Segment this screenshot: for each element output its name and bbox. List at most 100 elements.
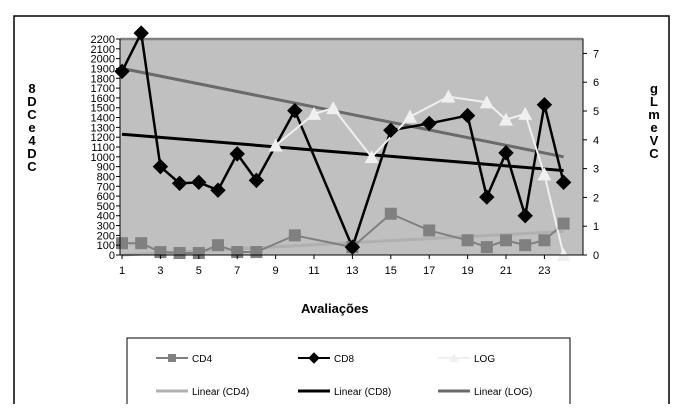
y-left-tick-label: 800 [97,171,115,183]
x-tick-label: 21 [500,265,512,277]
y-left-tick-label: 0 [109,250,115,262]
data-point-log [307,106,321,120]
data-point-cd8 [171,175,188,192]
x-tick-label: 17 [423,265,435,277]
y-left-tick-label: 1900 [91,63,115,75]
y-left-tick-label: 600 [97,191,115,203]
y-left-tick-label: 1300 [91,122,115,134]
y-left-tick-label: 500 [97,201,115,213]
y-right-tick-label: 4 [593,135,599,147]
legend-label: Linear (LOG) [474,387,532,398]
data-point-cd4 [135,237,148,250]
x-tick-label: 15 [385,265,397,277]
legend-box [126,337,571,409]
x-axis-title: Avaliações [301,301,368,316]
x-tick-label: 13 [346,265,358,277]
y-left-tick-label: 300 [97,221,115,233]
data-point-cd4 [192,247,205,260]
legend-item-linear-log: Linear (LOG) [438,387,532,398]
x-tick-label: 7 [234,265,240,277]
legend-label: Linear (CD8) [334,387,391,398]
legend-label: Linear (CD4) [192,387,249,398]
legend-item-cd8: CD8 [298,352,354,365]
data-point-cd8 [555,174,572,191]
legend-label: CD4 [192,354,212,365]
y-left-tick-label: 900 [97,162,115,174]
data-point-cd8 [498,145,514,161]
y-left-tick-label: 200 [97,230,115,242]
legend-swatch-marker [168,354,176,362]
data-point-cd4 [538,234,551,247]
data-point-log [441,89,456,103]
data-point-cd8 [344,239,361,255]
y-left-tick-label: 2100 [91,44,115,56]
y-left-tick-label: 1400 [91,113,115,125]
series-markers [114,25,572,261]
y-left-tick-label: 1700 [91,83,115,95]
data-point-cd4 [557,217,570,230]
data-point-cd8 [536,97,553,113]
y-left-tick-label: 1500 [91,103,115,115]
x-tick-label: 19 [461,265,473,277]
data-point-log [364,150,379,164]
data-point-cd8 [248,172,265,189]
data-point-cd8 [383,122,399,139]
y-right-tick-label: 3 [593,164,599,176]
y-right-tick-label: 0 [593,250,599,262]
y-right-tick-label: 6 [593,77,599,89]
data-point-cd8 [191,174,207,191]
data-point-log [518,106,533,120]
y-left-tick-label: 1800 [91,73,115,85]
data-point-cd8 [210,182,226,198]
data-point-cd4 [461,234,474,247]
y-right-tick-label: 1 [593,221,599,233]
y-right-tick-label: 5 [593,106,599,118]
data-point-cd4 [250,246,263,259]
y-left-tick-label: 1600 [91,93,115,105]
y-left-tick-label: 2000 [91,54,115,66]
y-right-tick-label: 7 [593,48,599,60]
data-point-cd4 [116,237,128,250]
y-left-tick-label: 2200 [91,34,115,46]
data-point-cd4 [173,247,186,260]
data-point-cd8 [152,158,169,175]
data-point-cd4 [519,239,532,252]
legend-label: LOG [474,354,495,365]
y-right-tick-label: 2 [593,192,599,204]
legend-swatch-marker [308,352,320,364]
tick-labels: 0100200300400500600700800900100011001200… [91,34,600,277]
y-left-tick-label: 1000 [91,152,115,164]
data-point-cd8 [114,63,130,80]
y-left-tick-label: 100 [97,240,115,252]
data-point-log [403,109,417,123]
trendline-linear-log [121,66,564,159]
data-point-log [326,101,341,115]
data-point-log [537,167,552,181]
data-point-cd8 [479,189,495,205]
data-point-cd4 [480,241,493,254]
legend-item-log: LOG [438,353,495,365]
y-left-tick-label: 1100 [91,142,115,154]
y-left-tick-label: 700 [97,181,115,193]
y-left-tick-label: 400 [97,211,115,223]
legend-swatch-marker [449,353,459,362]
data-point-cd8 [229,146,245,162]
data-point-cd4 [288,229,301,242]
data-point-cd8 [517,208,533,224]
data-point-log [268,138,283,152]
data-point-cd4 [212,239,224,252]
data-point-cd8 [133,25,149,41]
legend-label: CD8 [334,354,354,365]
legend-item-cd4: CD4 [156,354,212,365]
data-point-cd8 [287,102,303,119]
y-left-tick-label: 1200 [91,132,115,144]
data-point-log [479,95,494,109]
data-point-cd4 [384,207,397,220]
x-tick-label: 23 [538,265,550,277]
data-point-cd8 [459,107,476,124]
x-tick-label: 9 [273,265,279,277]
